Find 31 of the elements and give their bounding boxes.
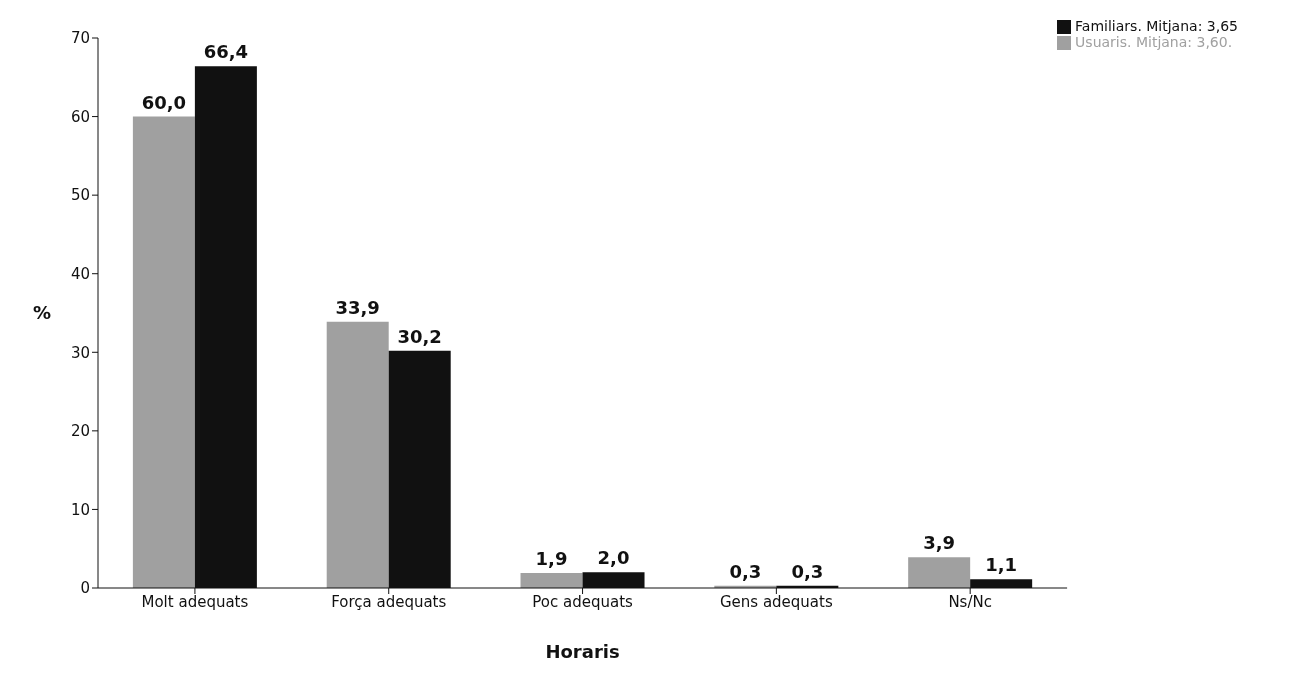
data-label: 0,3	[791, 560, 824, 582]
data-label: 3,9	[923, 532, 956, 554]
bar	[908, 557, 971, 588]
data-label: 2,0	[597, 547, 630, 569]
data-label: 33,9	[335, 296, 380, 318]
legend-label: Usuaris. Mitjana: 3,60.	[1075, 34, 1233, 50]
data-label: 60,0	[141, 91, 187, 113]
data-label: 0,3	[729, 560, 762, 582]
legend-label: Familiars. Mitjana: 3,65	[1075, 18, 1238, 34]
y-tick-label: 70	[70, 29, 90, 48]
data-label: 1,9	[535, 548, 568, 570]
data-label: 30,2	[397, 325, 442, 347]
y-tick-label: 50	[70, 186, 90, 205]
y-tick-label: 10	[70, 500, 90, 519]
data-label: 66,4	[203, 41, 249, 63]
y-tick-label: 30	[70, 343, 90, 362]
x-tick-label: Força adequats	[331, 592, 447, 611]
bar	[326, 321, 389, 588]
x-tick-label: Molt adequats	[141, 592, 249, 611]
bar	[520, 573, 583, 588]
y-tick-label: 20	[70, 422, 90, 441]
y-tick-label: 60	[70, 107, 90, 126]
x-tick-label: Ns/Nc	[948, 592, 992, 611]
y-axis-title: %	[33, 302, 52, 324]
y-tick-label: 0	[80, 579, 90, 598]
x-tick-label: Gens adequats	[719, 592, 833, 611]
data-label: 1,1	[985, 554, 1018, 576]
y-tick-label: 40	[70, 265, 90, 284]
x-tick-label: Poc adequats	[532, 592, 634, 611]
bar	[132, 116, 195, 588]
x-axis-title: Horaris	[545, 641, 620, 662]
